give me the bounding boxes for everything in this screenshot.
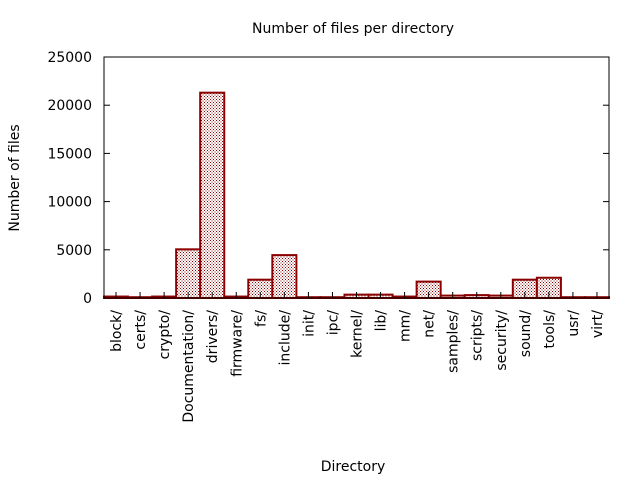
plot-frame <box>103 56 610 299</box>
x-tick-label: Documentation/ <box>181 310 197 423</box>
y-tick-label: 25000 <box>47 50 92 66</box>
x-tick-label: certs/ <box>133 310 149 350</box>
x-tick-label: kernel/ <box>350 310 366 358</box>
x-tick-label: security/ <box>494 310 510 371</box>
x-tick-label: usr/ <box>566 310 582 337</box>
x-axis-label: Directory <box>321 459 386 475</box>
x-tick-label: crypto/ <box>157 310 173 360</box>
y-tick-label: 20000 <box>47 98 92 114</box>
x-tick-label: fs/ <box>253 310 269 327</box>
x-tick-label: block/ <box>109 310 125 352</box>
x-tick-label: firmware/ <box>229 310 245 377</box>
y-tick-label: 10000 <box>47 195 92 211</box>
y-tick-label: 15000 <box>47 146 92 162</box>
bar-include <box>271 254 298 300</box>
y-tick-label: 0 <box>83 291 92 307</box>
y-axis-ticks: 0 5000 10000 15000 20000 25000 <box>47 50 609 307</box>
y-tick-label: 5000 <box>56 243 92 259</box>
x-tick-label: net/ <box>422 310 438 338</box>
x-tick-label: scripts/ <box>470 310 486 361</box>
bars <box>103 91 611 300</box>
bar-Documentation <box>175 248 202 299</box>
x-tick-label: samples/ <box>446 310 462 373</box>
x-tick-label: include/ <box>277 310 293 366</box>
x-tick-label: ipc/ <box>325 310 341 335</box>
x-tick-label: sound/ <box>518 310 534 357</box>
x-axis-tick-labels: block/certs/crypto/Documentation/drivers… <box>109 292 606 423</box>
bar-drivers <box>199 91 226 299</box>
x-tick-label: lib/ <box>374 310 390 332</box>
chart-title: Number of files per directory <box>252 21 454 37</box>
x-tick-label: mm/ <box>398 310 414 342</box>
y-axis-label: Number of files <box>7 124 23 231</box>
x-tick-label: drivers/ <box>205 310 221 363</box>
x-tick-label: virt/ <box>590 310 606 338</box>
x-tick-label: init/ <box>301 310 317 337</box>
x-tick-label: tools/ <box>542 310 558 349</box>
